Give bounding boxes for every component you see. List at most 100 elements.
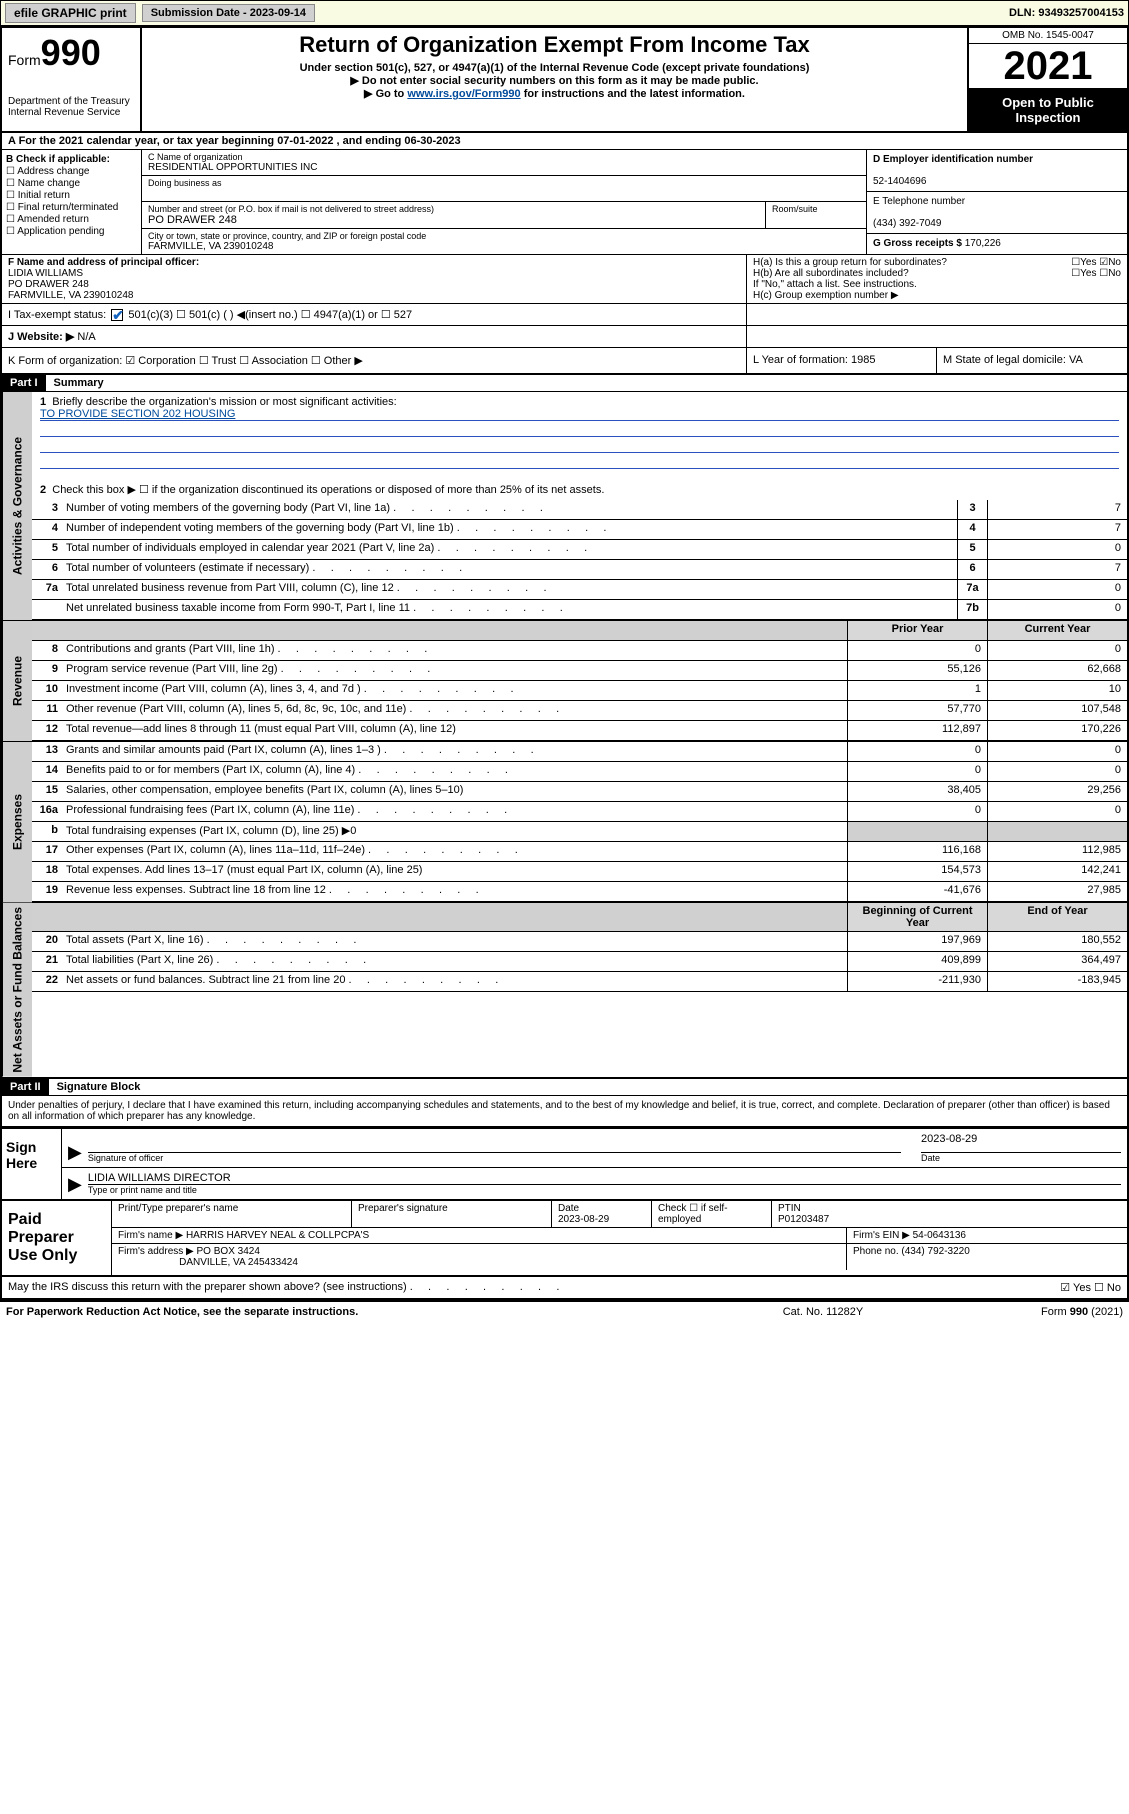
form990-link[interactable]: www.irs.gov/Form990 <box>407 88 520 100</box>
hb-answer[interactable]: ☐Yes ☐No <box>1071 268 1121 279</box>
row-a-tax-year: A For the 2021 calendar year, or tax yea… <box>2 133 1127 150</box>
top-bar: efile GRAPHIC print Submission Date - 20… <box>0 0 1129 26</box>
l7b-num <box>32 600 62 619</box>
l17-desc: Other expenses (Part IX, column (A), lin… <box>62 842 847 861</box>
prep-selfemp[interactable]: Check ☐ if self-employed <box>652 1201 772 1227</box>
side-label-netassets: Net Assets or Fund Balances <box>2 903 32 1077</box>
l13-current: 0 <box>987 742 1127 761</box>
l19-current: 27,985 <box>987 882 1127 901</box>
l16b-prior <box>847 822 987 841</box>
side-label-revenue: Revenue <box>2 621 32 741</box>
efile-print-button[interactable]: efile GRAPHIC print <box>5 3 136 23</box>
firm-phone-label: Phone no. <box>853 1246 899 1257</box>
l20-desc: Total assets (Part X, line 16) <box>62 932 847 951</box>
l21-end: 364,497 <box>987 952 1127 971</box>
hdr-prior: Prior Year <box>847 621 987 640</box>
net-assets-section: Net Assets or Fund Balances Beginning of… <box>2 902 1127 1077</box>
l19-desc: Revenue less expenses. Subtract line 18 … <box>62 882 847 901</box>
l19-prior: -41,676 <box>847 882 987 901</box>
l13-desc: Grants and similar amounts paid (Part IX… <box>62 742 847 761</box>
dba-label: Doing business as <box>148 178 860 188</box>
ein-cell: D Employer identification number 52-1404… <box>867 150 1127 192</box>
l17-num: 17 <box>32 842 62 861</box>
activities-governance-section: Activities & Governance 1 Briefly descri… <box>2 392 1127 620</box>
group-return: H(a) Is this a group return for subordin… <box>747 255 1127 303</box>
l4-val: 7 <box>987 520 1127 539</box>
website-value: N/A <box>77 331 95 343</box>
footer-mid: Cat. No. 11282Y <box>723 1306 923 1318</box>
l7a-val: 0 <box>987 580 1127 599</box>
l8-num: 8 <box>32 641 62 660</box>
ein-label: D Employer identification number <box>873 154 1033 165</box>
form-subtitle: Under section 501(c), 527, or 4947(a)(1)… <box>150 62 959 74</box>
prep-date: 2023-08-29 <box>558 1214 609 1225</box>
city-label: City or town, state or province, country… <box>148 231 860 241</box>
hb-label: H(b) Are all subordinates included? <box>753 268 909 279</box>
l22-num: 22 <box>32 972 62 991</box>
l11-prior: 57,770 <box>847 701 987 720</box>
paid-preparer-section: Paid Preparer Use Only Print/Type prepar… <box>2 1201 1127 1277</box>
cb-name-change[interactable]: ☐ Name change <box>6 178 137 189</box>
prep-name-hdr: Print/Type preparer's name <box>112 1201 352 1227</box>
addr-value: PO DRAWER 248 <box>148 214 759 226</box>
sig-date-label: Date <box>921 1153 1121 1163</box>
l16b-num: b <box>32 822 62 841</box>
cb-amended-return[interactable]: ☐ Amended return <box>6 214 137 225</box>
hdr-current: Current Year <box>987 621 1127 640</box>
hdr-begin: Beginning of Current Year <box>847 903 987 931</box>
prep-label: Paid Preparer Use Only <box>2 1201 112 1275</box>
l18-desc: Total expenses. Add lines 13–17 (must eq… <box>62 862 847 881</box>
cb-501c3[interactable] <box>111 309 123 321</box>
row-j-website: J Website: ▶ N/A <box>2 326 1127 348</box>
cb-final-return[interactable]: ☐ Final return/terminated <box>6 202 137 213</box>
form-note-ssn: ▶ Do not enter social security numbers o… <box>150 74 959 87</box>
form-of-org: K Form of organization: ☑ Corporation ☐ … <box>2 348 747 373</box>
l6-num: 6 <box>32 560 62 579</box>
l7b-box: 7b <box>957 600 987 619</box>
l7b-desc: Net unrelated business taxable income fr… <box>62 600 957 619</box>
hdr-blank2 <box>62 621 847 640</box>
l7a-desc: Total unrelated business revenue from Pa… <box>62 580 957 599</box>
phone-cell: E Telephone number (434) 392-7049 <box>867 192 1127 234</box>
l8-current: 0 <box>987 641 1127 660</box>
l8-prior: 0 <box>847 641 987 660</box>
org-name-cell: C Name of organization RESIDENTIAL OPPOR… <box>142 150 866 176</box>
tax-status-label: I Tax-exempt status: <box>8 309 106 321</box>
l10-num: 10 <box>32 681 62 700</box>
sig-officer-label: Signature of officer <box>88 1153 901 1163</box>
col-b-checkboxes: B Check if applicable: ☐ Address change … <box>2 150 142 254</box>
l16a-desc: Professional fundraising fees (Part IX, … <box>62 802 847 821</box>
discuss-answer[interactable]: ☑ Yes ☐ No <box>961 1281 1121 1294</box>
cb-application-pending[interactable]: ☐ Application pending <box>6 226 137 237</box>
l12-num: 12 <box>32 721 62 740</box>
principal-officer: F Name and address of principal officer:… <box>2 255 747 303</box>
ha-label: H(a) Is this a group return for subordin… <box>753 257 947 268</box>
l15-desc: Salaries, other compensation, employee b… <box>62 782 847 801</box>
l13-prior: 0 <box>847 742 987 761</box>
col-d-ein-phone: D Employer identification number 52-1404… <box>867 150 1127 254</box>
hdr-blank <box>32 621 62 640</box>
arrow-icon: ▶ <box>68 1142 82 1163</box>
irs-label: Internal Revenue Service <box>8 107 134 118</box>
l12-desc: Total revenue—add lines 8 through 11 (mu… <box>62 721 847 740</box>
org-name-label: C Name of organization <box>148 152 860 162</box>
cb-initial-return[interactable]: ☐ Initial return <box>6 190 137 201</box>
l16a-num: 16a <box>32 802 62 821</box>
firm-ein: 54-0643136 <box>913 1230 966 1241</box>
cb-address-change[interactable]: ☐ Address change <box>6 166 137 177</box>
officer-addr1: PO DRAWER 248 <box>8 279 89 290</box>
l18-prior: 154,573 <box>847 862 987 881</box>
expenses-section: Expenses 13Grants and similar amounts pa… <box>2 741 1127 902</box>
sig-name: LIDIA WILLIAMS DIRECTOR <box>88 1172 1121 1185</box>
l18-current: 142,241 <box>987 862 1127 881</box>
ha-answer[interactable]: ☐Yes ☑No <box>1071 257 1121 268</box>
phone-value: (434) 392-7049 <box>873 218 941 229</box>
l5-box: 5 <box>957 540 987 559</box>
page-footer: For Paperwork Reduction Act Notice, see … <box>0 1302 1129 1322</box>
hdr-blank4 <box>62 903 847 931</box>
part-i-header: Part I Summary <box>2 375 1127 392</box>
mission-block: 1 Briefly describe the organization's mi… <box>32 392 1127 500</box>
l20-end: 180,552 <box>987 932 1127 951</box>
l21-num: 21 <box>32 952 62 971</box>
l21-desc: Total liabilities (Part X, line 26) <box>62 952 847 971</box>
